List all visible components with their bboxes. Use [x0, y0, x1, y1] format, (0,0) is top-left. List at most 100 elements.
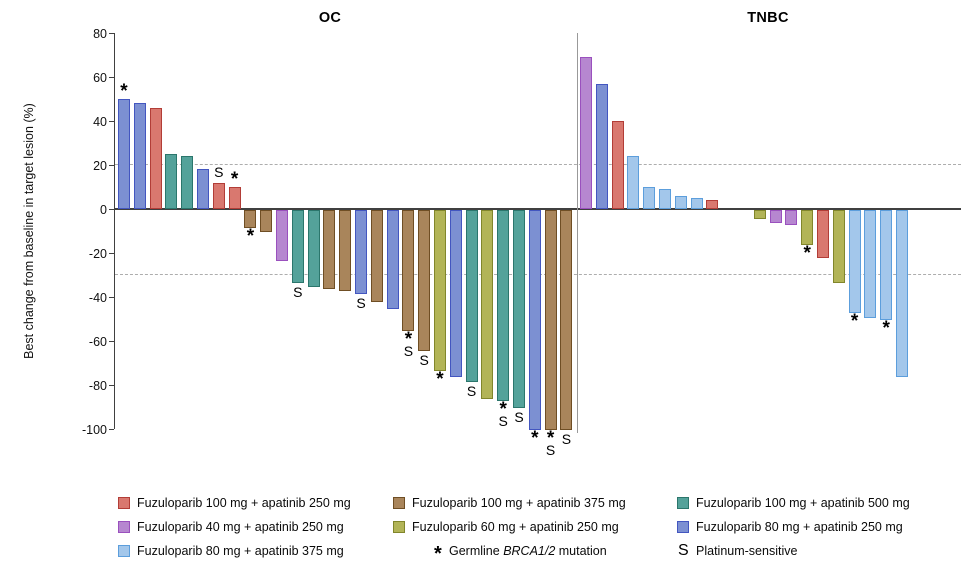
bar-oc-16: [355, 210, 367, 294]
bar-oc-24: [481, 210, 494, 399]
y-tick: [108, 121, 114, 123]
panel-title-tnbc: TNBC: [747, 10, 789, 26]
bar-tnbc-9: [706, 200, 719, 209]
brca-asterisk-marker: *: [546, 428, 555, 449]
legend-label: Germline BRCA1/2 mutation: [449, 544, 607, 558]
legend-s-symbol: S: [678, 542, 689, 559]
brca-asterisk-marker: *: [499, 399, 507, 420]
bar-tnbc-12: [785, 210, 798, 225]
platinum-s-marker: S: [214, 164, 224, 180]
brca-asterisk-marker: *: [882, 318, 890, 339]
platinum-s-marker: S: [466, 383, 477, 399]
bar-tnbc-7: [674, 196, 687, 209]
legend-swatch-red: [118, 497, 130, 509]
legend-swatch-green: [393, 521, 405, 533]
bar-oc-1: [118, 99, 130, 209]
y-tick-label: -20: [88, 247, 107, 261]
legend-swatch-brown: [393, 497, 405, 509]
legend-swatch-teal: [677, 497, 689, 509]
bar-oc-13: [307, 210, 320, 287]
brca-asterisk-marker: *: [850, 311, 859, 332]
bar-tnbc-10: [753, 210, 766, 219]
bar-oc-22: [449, 210, 462, 377]
bar-oc-26: [513, 210, 525, 408]
y-tick-label: 80: [93, 27, 107, 41]
brca-asterisk-marker: *: [230, 169, 239, 190]
bar-oc-25: [497, 210, 510, 401]
bar-oc-15: [339, 210, 352, 291]
bar-oc-9: [244, 210, 257, 228]
y-axis-line: [113, 33, 115, 429]
y-tick: [108, 253, 114, 255]
y-tick-label: -80: [88, 379, 107, 393]
y-tick-label: 0: [100, 203, 107, 217]
panel-divider: [577, 33, 579, 433]
y-tick-label: -40: [88, 291, 107, 305]
bar-tnbc-6: [659, 189, 671, 209]
legend-swatch-lightblue: [118, 545, 130, 557]
bar-tnbc-8: [690, 198, 703, 209]
bar-oc-14: [323, 210, 336, 289]
y-axis-title: Best change from baseline in target lesi…: [22, 103, 36, 359]
legend-label: Fuzuloparib 100 mg + apatinib 375 mg: [412, 496, 626, 510]
bar-oc-10: [260, 210, 273, 232]
legend-label: Fuzuloparib 40 mg + apatinib 250 mg: [137, 520, 344, 534]
y-tick-label: -60: [88, 335, 107, 349]
bar-tnbc-14: [817, 210, 829, 258]
bar-oc-18: [386, 210, 399, 309]
bar-tnbc-5: [643, 187, 656, 209]
platinum-s-marker: S: [561, 431, 572, 447]
bar-oc-7: [212, 183, 225, 209]
legend-label: Platinum-sensitive: [696, 544, 798, 558]
y-tick: [108, 33, 114, 35]
legend-label: Fuzuloparib 100 mg + apatinib 250 mg: [137, 496, 351, 510]
platinum-s-marker: S: [293, 284, 303, 300]
bar-oc-8: [228, 187, 241, 209]
bar-tnbc-18: [880, 210, 893, 320]
y-tick: [108, 385, 114, 387]
bar-tnbc-1: [580, 57, 592, 209]
platinum-s-marker: S: [545, 442, 556, 458]
platinum-s-marker: S: [403, 343, 414, 359]
y-tick: [108, 209, 114, 211]
bar-tnbc-4: [627, 156, 640, 209]
bar-oc-3: [149, 108, 162, 209]
platinum-s-marker: S: [498, 413, 508, 429]
platinum-s-marker: S: [356, 295, 366, 311]
y-tick: [108, 77, 114, 79]
brca-asterisk-marker: *: [246, 226, 255, 247]
y-tick-label: 20: [93, 159, 107, 173]
panel-title-oc: OC: [318, 10, 342, 26]
bar-tnbc-17: [864, 210, 877, 318]
bar-oc-11: [276, 210, 288, 261]
legend-asterisk-symbol: *: [434, 543, 442, 565]
y-tick: [108, 297, 114, 299]
bar-oc-5: [181, 156, 194, 209]
bar-oc-28: [544, 210, 557, 430]
x-axis-baseline: [115, 208, 961, 210]
legend-label: Fuzuloparib 80 mg + apatinib 375 mg: [137, 544, 344, 558]
legend-swatch-indigo: [677, 521, 689, 533]
brca-asterisk-marker: *: [404, 329, 413, 350]
bar-tnbc-16: [848, 210, 861, 313]
y-tick: [108, 341, 114, 343]
reference-line: [115, 164, 961, 165]
legend-label: Fuzuloparib 80 mg + apatinib 250 mg: [696, 520, 903, 534]
bar-oc-27: [528, 210, 541, 430]
platinum-s-marker: S: [419, 352, 429, 368]
bar-tnbc-11: [769, 210, 782, 223]
bar-tnbc-3: [611, 121, 624, 209]
platinum-s-marker: S: [514, 409, 524, 425]
bar-oc-20: [418, 210, 431, 351]
bar-tnbc-2: [595, 84, 608, 209]
bar-oc-6: [197, 169, 209, 209]
brca-asterisk-marker: *: [531, 428, 539, 449]
y-tick-label: 60: [93, 71, 107, 85]
bar-oc-17: [370, 210, 383, 302]
bar-oc-2: [133, 103, 146, 209]
bar-tnbc-19: [896, 210, 908, 377]
bar-oc-12: [291, 210, 304, 283]
bar-oc-23: [465, 210, 478, 382]
bar-oc-19: [402, 210, 415, 331]
legend-swatch-purple: [118, 521, 130, 533]
